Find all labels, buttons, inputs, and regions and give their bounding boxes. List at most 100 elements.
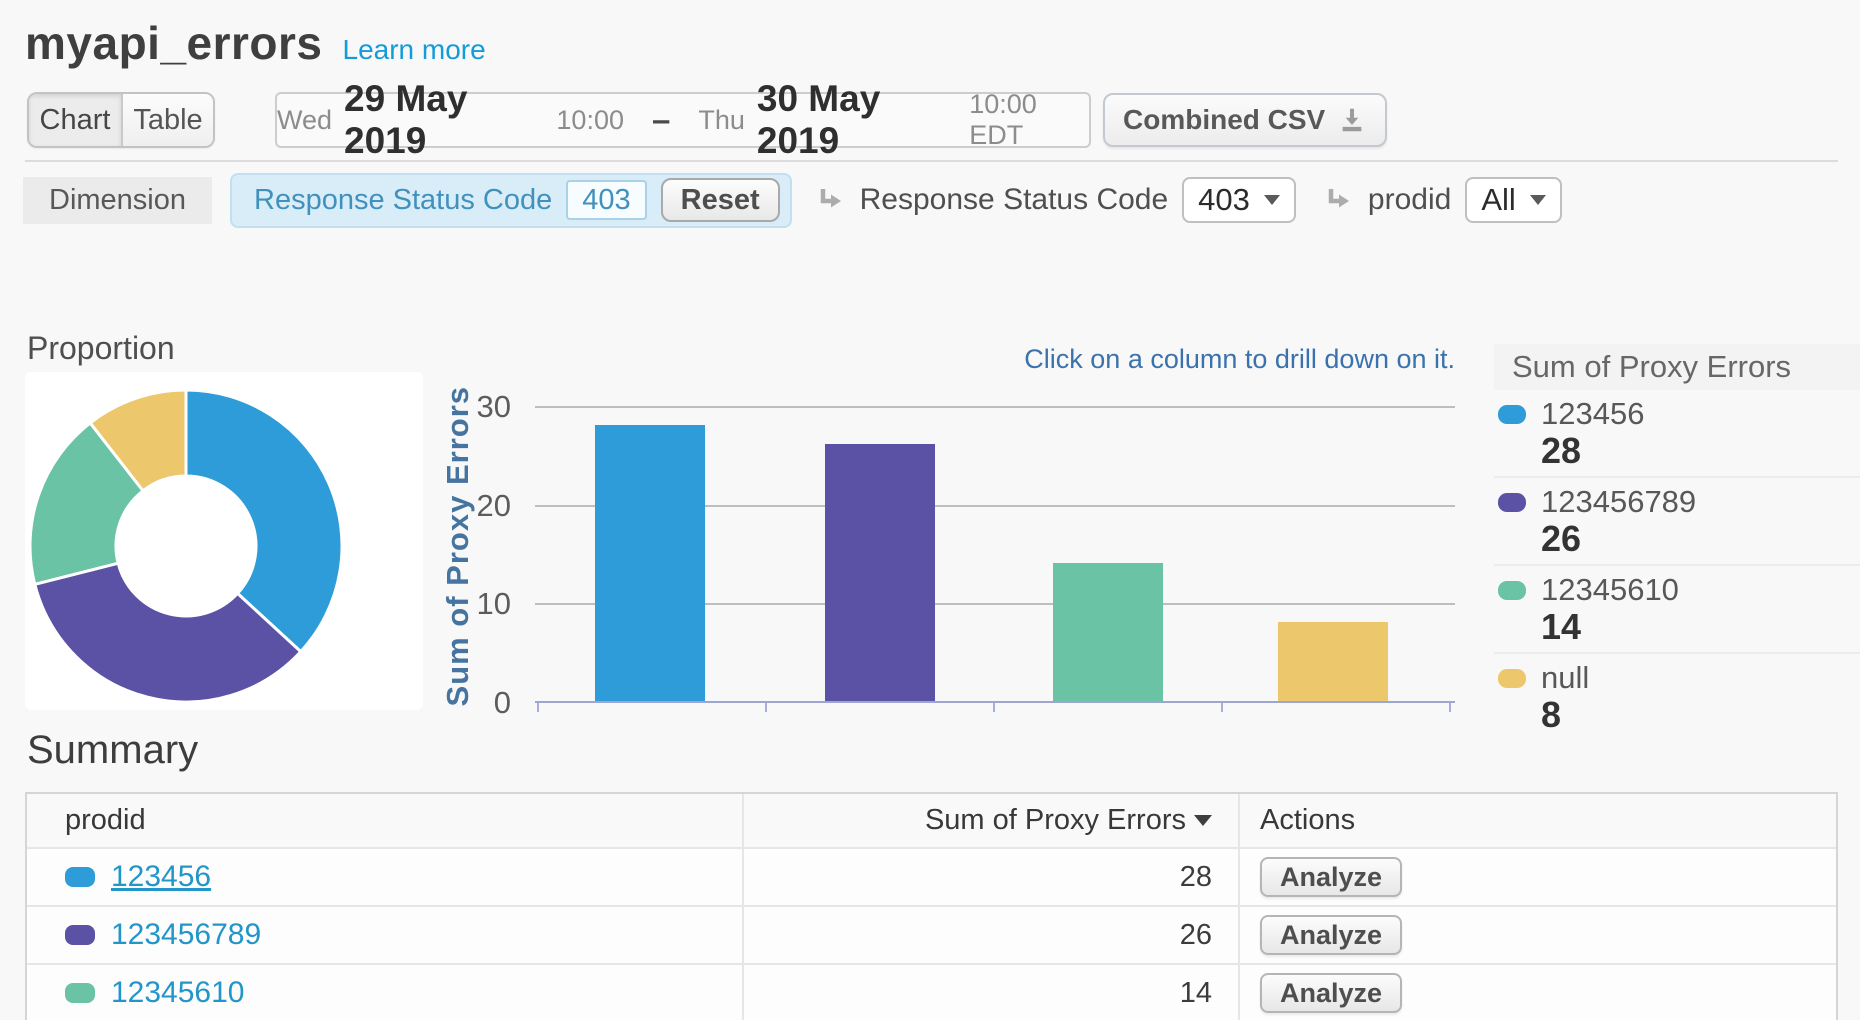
summary-table-header: prodid Sum of Proxy Errors Actions xyxy=(27,794,1836,847)
axis-tick xyxy=(765,703,767,712)
drilldown-label-1: prodid xyxy=(1367,183,1452,216)
prodid-cell: 12345610 xyxy=(27,965,742,1020)
drilldown-select-0[interactable]: 403 xyxy=(1182,177,1296,223)
chart-legend: Sum of Proxy Errors 123456 28 123456789 26 1… xyxy=(1494,344,1860,740)
end-day-of-week: Thu xyxy=(698,104,745,135)
analyze-button-123456789[interactable]: Analyze xyxy=(1260,915,1403,955)
summary-table: prodid Sum of Proxy Errors Actions 12345… xyxy=(25,792,1838,1020)
legend-label: null xyxy=(1541,660,1590,695)
row-value: 26 xyxy=(1179,918,1212,951)
legend-label: 123456789 xyxy=(1541,484,1697,519)
legend-value: 8 xyxy=(1541,694,1562,735)
actions-cell: Analyze xyxy=(1238,965,1836,1020)
donut-slice-null[interactable] xyxy=(88,388,188,493)
page-title: myapi_errors xyxy=(25,17,323,69)
tab-chart[interactable]: Chart xyxy=(29,94,121,146)
legend-value: 28 xyxy=(1541,430,1582,471)
column-header-prodid: prodid xyxy=(65,804,146,836)
legend-entry-null: null 8 xyxy=(1494,654,1860,740)
axis-tick xyxy=(1449,703,1451,712)
combined-csv-button[interactable]: Combined CSV xyxy=(1103,93,1388,147)
donut-slice-123456[interactable] xyxy=(184,388,344,654)
start-date: 29 May 2019 xyxy=(344,78,468,161)
tab-table[interactable]: Table xyxy=(121,94,213,146)
proportion-panel xyxy=(25,372,423,710)
reset-button[interactable]: Reset xyxy=(660,178,780,222)
sort-desc-icon xyxy=(1194,815,1212,826)
x-axis-baseline xyxy=(535,701,1455,703)
legend-entry-123456: 123456 28 xyxy=(1494,390,1860,478)
value-cell: 28 xyxy=(742,849,1238,905)
end-time: 10:00 EDT xyxy=(969,89,1037,150)
legend-swatch xyxy=(1498,492,1526,512)
value-cell: 14 xyxy=(742,965,1238,1020)
drilldown-arrow-icon xyxy=(1322,184,1354,216)
row-swatch xyxy=(65,925,95,945)
legend-entry-123456789: 123456789 26 xyxy=(1494,478,1860,566)
legend-value: 14 xyxy=(1541,606,1582,647)
y-tick-label-0: 0 xyxy=(493,685,511,720)
bar-123456789[interactable] xyxy=(825,444,935,701)
download-icon xyxy=(1337,105,1367,135)
bar-123456[interactable] xyxy=(595,424,705,701)
prodid-link-123456789[interactable]: 123456789 xyxy=(111,918,262,951)
bar-12345610[interactable] xyxy=(1053,562,1163,701)
row-swatch xyxy=(65,867,95,887)
value-cell: 26 xyxy=(742,907,1238,963)
actions-cell: Analyze xyxy=(1238,907,1836,963)
legend-label: 123456 xyxy=(1541,396,1645,431)
filter-bar: Dimension Response Status Code 403 Reset… xyxy=(23,172,1850,228)
prodid-link-123456[interactable]: 123456 xyxy=(111,860,212,893)
drilldown-select-1[interactable]: All xyxy=(1465,177,1562,223)
donut-slice-123456789[interactable] xyxy=(33,561,303,704)
toolbar-divider xyxy=(25,160,1838,162)
legend-swatch xyxy=(1498,580,1526,600)
legend-swatch xyxy=(1498,668,1526,688)
donut-slice-12345610[interactable] xyxy=(28,421,145,586)
end-date: 30 May 2019 xyxy=(756,78,881,161)
drilldown-item: prodid All xyxy=(1322,177,1562,223)
page-header: myapi_errors Learn more xyxy=(25,16,486,70)
row-value: 14 xyxy=(1179,976,1212,1009)
legend-entries: 123456 28 123456789 26 12345610 14 null 8 xyxy=(1494,390,1860,740)
combined-csv-label: Combined CSV xyxy=(1123,104,1326,135)
actions-cell: Analyze xyxy=(1238,849,1836,905)
y-tick-label-20: 20 xyxy=(476,487,511,523)
row-swatch xyxy=(65,983,95,1003)
legend-entry-top: 12345610 xyxy=(1498,571,1860,609)
table-row-123456: 123456 28 Analyze xyxy=(27,847,1836,905)
y-axis-ticks: 0 10 20 30 xyxy=(430,389,523,720)
axis-tick xyxy=(1221,703,1223,712)
column-header-sum[interactable]: Sum of Proxy Errors xyxy=(742,794,1238,847)
legend-entry-top: 123456789 xyxy=(1498,483,1860,521)
legend-value: 26 xyxy=(1541,518,1582,559)
drilldown-label-0: Response Status Code xyxy=(859,183,1169,216)
learn-more-link[interactable]: Learn more xyxy=(342,34,486,65)
bar-chart xyxy=(535,390,1455,712)
analyze-button-12345610[interactable]: Analyze xyxy=(1260,973,1403,1013)
active-filter-name: Response Status Code xyxy=(254,183,553,216)
y-tick-label-30: 30 xyxy=(476,389,511,424)
prodid-link-12345610[interactable]: 12345610 xyxy=(111,976,245,1009)
legend-entry-top: 123456 xyxy=(1498,395,1860,433)
summary-title: Summary xyxy=(27,728,199,772)
legend-entry-12345610: 12345610 14 xyxy=(1494,566,1860,654)
start-day-of-week: Wed xyxy=(277,104,333,135)
bar-null[interactable] xyxy=(1278,622,1388,701)
y-tick-label-10: 10 xyxy=(476,586,511,622)
chart-table-toggle: Chart Table xyxy=(27,92,215,148)
toolbar: Chart Table Wed 29 May 2019 10:00 – Thu … xyxy=(27,78,1388,161)
axis-tick xyxy=(993,703,995,712)
gridline-20 xyxy=(535,504,1455,507)
legend-title: Sum of Proxy Errors xyxy=(1494,344,1860,390)
active-filter-chip[interactable]: Response Status Code 403 Reset xyxy=(230,172,792,228)
analyze-button-123456[interactable]: Analyze xyxy=(1260,857,1403,897)
table-row-123456789: 123456789 26 Analyze xyxy=(27,905,1836,963)
prodid-cell: 123456 xyxy=(27,849,742,905)
legend-entry-top: null xyxy=(1498,659,1860,697)
gridline-10 xyxy=(535,603,1455,606)
caret-down-icon xyxy=(1529,195,1546,205)
column-header-actions: Actions xyxy=(1238,794,1836,847)
date-range-picker[interactable]: Wed 29 May 2019 10:00 – Thu 30 May 2019 … xyxy=(275,78,1091,161)
